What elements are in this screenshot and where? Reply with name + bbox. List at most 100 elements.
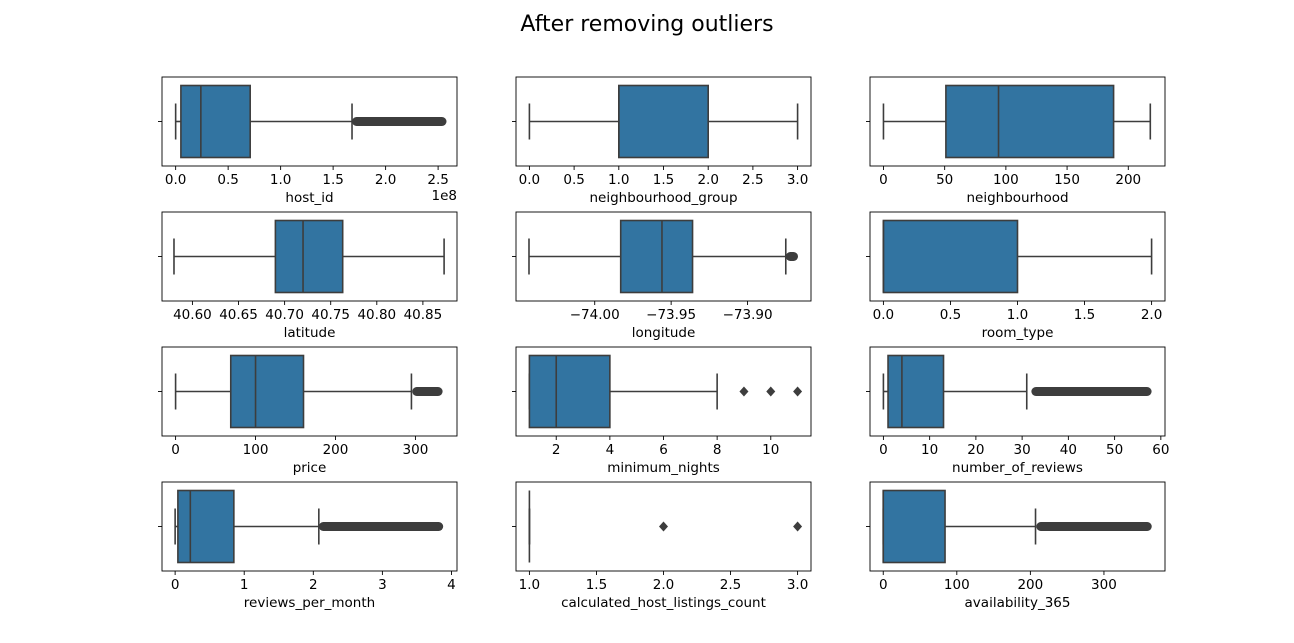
x-tick-label: 1 bbox=[240, 577, 249, 593]
x-tick-label: 40.85 bbox=[404, 307, 443, 323]
x-tick-label: 40.65 bbox=[219, 307, 258, 323]
iqr-box bbox=[618, 84, 709, 159]
x-tick-label: 2 bbox=[309, 577, 318, 593]
x-tick-label: 2.0 bbox=[375, 172, 396, 188]
x-tick-label: 60 bbox=[1152, 442, 1169, 458]
subplot-calculated-host-listings-count: 1.0 1.5 2.0 2.5 3.0 calculated_host_listings_… bbox=[512, 481, 812, 611]
x-tick-label: 3 bbox=[378, 577, 387, 593]
x-axis-label: longitude bbox=[632, 325, 696, 341]
outlier-point bbox=[793, 521, 803, 532]
x-tick-label: 200 bbox=[1017, 577, 1043, 593]
subplot-neighbourhood: 0 50 100 150 200 neighbourhood bbox=[866, 76, 1166, 206]
x-tick-label: 0.0 bbox=[519, 172, 540, 188]
subplot-host-id: 0.0 0.5 1.0 1.5 2.0 2.5 host_id 1e8 bbox=[158, 76, 458, 206]
x-tick-label: 300 bbox=[1091, 577, 1117, 593]
subplot-reviews-per-month: 0 1 2 3 4 reviews_per_month bbox=[158, 481, 458, 611]
iqr-box bbox=[887, 354, 945, 429]
x-axis-label: host_id bbox=[285, 190, 333, 206]
x-tick-label: 2.0 bbox=[697, 172, 718, 188]
x-tick-label: −74.00 bbox=[570, 307, 620, 323]
x-tick-label: 2.5 bbox=[720, 577, 741, 593]
x-tick-label: 2.5 bbox=[427, 172, 448, 188]
x-tick-label: 1.5 bbox=[586, 577, 607, 593]
outlier-band bbox=[352, 117, 447, 126]
x-tick-label: −73.95 bbox=[646, 307, 696, 323]
x-tick-label: 40.60 bbox=[173, 307, 212, 323]
x-tick-label: 0 bbox=[879, 577, 888, 593]
iqr-box bbox=[882, 489, 946, 564]
x-tick-label: 1.5 bbox=[322, 172, 343, 188]
iqr-box bbox=[274, 219, 344, 294]
x-tick-label: 0 bbox=[171, 577, 180, 593]
x-tick-label: 1.5 bbox=[1074, 307, 1095, 323]
x-tick-label: 3.0 bbox=[787, 172, 808, 188]
x-tick-label: 20 bbox=[967, 442, 984, 458]
x-tick-label: 100 bbox=[243, 442, 269, 458]
outlier-band bbox=[1036, 522, 1152, 531]
subplot-grid: 0.0 0.5 1.0 1.5 2.0 2.5 host_id 1e8 0.0 0.5 1.0 1.5… bbox=[158, 76, 1169, 611]
x-axis-label: room_type bbox=[982, 325, 1054, 341]
iqr-box bbox=[528, 354, 611, 429]
outlier-point bbox=[793, 386, 803, 397]
x-axis-label: number_of_reviews bbox=[952, 460, 1083, 476]
x-tick-label: 300 bbox=[403, 442, 429, 458]
outlier-band bbox=[1031, 387, 1152, 396]
iqr-box bbox=[229, 354, 305, 429]
x-offset-text: 1e8 bbox=[432, 188, 457, 204]
x-tick-label: 0.5 bbox=[217, 172, 238, 188]
outlier-point bbox=[766, 386, 776, 397]
x-tick-label: 1.0 bbox=[519, 577, 540, 593]
x-axis-label: neighbourhood bbox=[966, 190, 1068, 206]
x-tick-label: 6 bbox=[659, 442, 668, 458]
x-tick-label: 0.5 bbox=[563, 172, 584, 188]
x-tick-label: 2.0 bbox=[1141, 307, 1162, 323]
subplot-longitude: −74.00 −73.95 −73.90 longitude bbox=[512, 211, 812, 341]
subplot-room-type: 0.0 0.5 1.0 1.5 2.0 room_type bbox=[866, 211, 1166, 341]
x-axis-label: latitude bbox=[284, 325, 336, 341]
iqr-box bbox=[945, 84, 1115, 159]
x-tick-label: 1.0 bbox=[1007, 307, 1028, 323]
x-tick-label: 0 bbox=[879, 172, 888, 188]
x-tick-label: 4 bbox=[447, 577, 456, 593]
subplot-availability-365: 0 100 200 300 availability_365 bbox=[866, 481, 1166, 611]
x-axis-label: availability_365 bbox=[965, 595, 1071, 611]
x-tick-label: 3.0 bbox=[787, 577, 808, 593]
x-tick-label: 50 bbox=[936, 172, 953, 188]
x-tick-label: 40.75 bbox=[311, 307, 350, 323]
x-tick-label: 150 bbox=[1054, 172, 1080, 188]
x-tick-label: 200 bbox=[1115, 172, 1141, 188]
x-axis-label: minimum_nights bbox=[607, 460, 720, 476]
subplot-neighbourhood-group: 0.0 0.5 1.0 1.5 2.0 2.5 3.0 neighbourhood_group bbox=[512, 76, 812, 206]
iqr-box bbox=[177, 489, 235, 564]
x-tick-label: 100 bbox=[944, 577, 970, 593]
x-tick-label: 10 bbox=[762, 442, 779, 458]
x-tick-label: 10 bbox=[921, 442, 938, 458]
iqr-box bbox=[619, 219, 694, 294]
outlier-point bbox=[739, 386, 749, 397]
x-tick-label: 2.5 bbox=[742, 172, 763, 188]
subplot-latitude: 40.60 40.65 40.70 40.75 40.80 40.85 latitude bbox=[158, 211, 458, 341]
x-axis-label: reviews_per_month bbox=[244, 595, 375, 611]
x-tick-label: 1.0 bbox=[270, 172, 291, 188]
x-tick-label: 40.70 bbox=[265, 307, 304, 323]
x-axis-label: neighbourhood_group bbox=[589, 190, 737, 206]
x-tick-label: 1.0 bbox=[608, 172, 629, 188]
subplot-price: 0 100 200 300 price bbox=[158, 346, 458, 476]
iqr-box bbox=[180, 84, 251, 159]
x-tick-label: 40 bbox=[1060, 442, 1077, 458]
x-tick-label: 0 bbox=[879, 442, 888, 458]
x-tick-label: 0.0 bbox=[165, 172, 186, 188]
subplot-number-of-reviews: 0 10 20 30 40 50 60 number_of_reviews bbox=[866, 346, 1169, 476]
outlier-band bbox=[412, 387, 443, 396]
outlier-band bbox=[318, 522, 444, 531]
iqr-box bbox=[882, 219, 1019, 294]
x-tick-label: −73.90 bbox=[723, 307, 773, 323]
x-tick-label: 40.80 bbox=[357, 307, 396, 323]
x-tick-label: 2.0 bbox=[653, 577, 674, 593]
x-tick-label: 100 bbox=[993, 172, 1019, 188]
x-axis-label: price bbox=[293, 460, 327, 476]
x-tick-label: 8 bbox=[713, 442, 722, 458]
x-tick-label: 1.5 bbox=[653, 172, 674, 188]
x-tick-label: 200 bbox=[323, 442, 349, 458]
